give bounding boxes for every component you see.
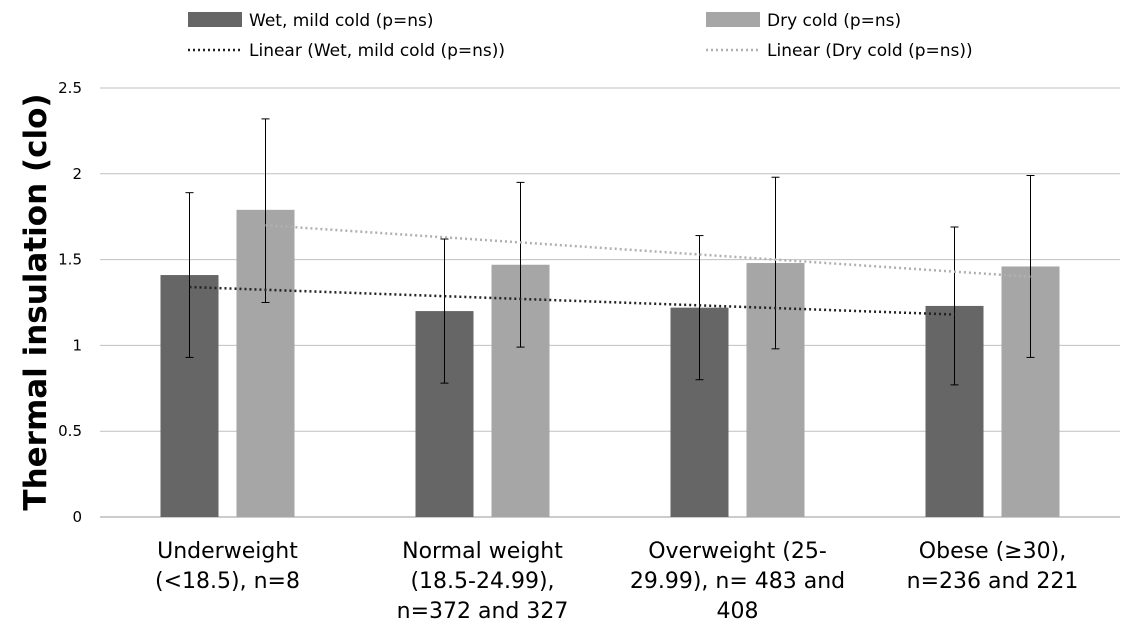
legend-label-dry-cold: Dry cold (p=ns)	[767, 11, 901, 31]
x-category-label: Underweight	[157, 539, 298, 564]
trendline	[189, 285, 955, 316]
x-category-label: n=372 and 327	[397, 599, 569, 624]
x-category-label: 29.99), n= 483 and	[630, 569, 845, 594]
legend-label-linear-wet-mild-cold: Linear (Wet, mild cold (p=ns))	[249, 41, 505, 61]
x-category-label: (<18.5), n=8	[155, 569, 300, 594]
y-tick-label: 1	[72, 336, 82, 354]
x-category-label: Obese (≥30),	[919, 539, 1066, 564]
legend-label-linear-dry-cold: Linear (Dry cold (p=ns))	[767, 41, 973, 61]
x-category-label: Overweight (25-	[648, 539, 827, 564]
legend-swatch-dry-cold	[706, 12, 760, 27]
x-category-label: n=236 and 221	[907, 569, 1079, 594]
x-category-label: (18.5-24.99),	[410, 569, 554, 594]
y-tick-label: 0	[72, 508, 82, 526]
y-tick-label: 1.5	[58, 251, 82, 269]
x-axis-labels: Underweight (<18.5), n=8 Normal weight (18.…	[155, 539, 1078, 624]
y-axis-title: Thermal insulation (clo)	[18, 93, 54, 510]
legend-swatch-wet-mild-cold	[188, 12, 242, 27]
legend: Wet, mild cold (p=ns) Dry cold (p=ns) Li…	[188, 11, 973, 61]
y-tick-label: 2	[72, 165, 82, 183]
legend-label-wet-mild-cold: Wet, mild cold (p=ns)	[249, 11, 434, 31]
x-category-label: Normal weight	[402, 539, 563, 564]
y-axis-ticks: 0 0.5 1 1.5 2 2.5	[58, 79, 82, 526]
x-category-label: 408	[717, 599, 759, 624]
error-bars	[185, 118, 1035, 386]
y-tick-label: 0.5	[58, 422, 82, 440]
y-tick-label: 2.5	[58, 79, 82, 97]
trendlines	[189, 224, 1031, 316]
trendline	[265, 224, 1031, 279]
bars	[160, 209, 1060, 517]
